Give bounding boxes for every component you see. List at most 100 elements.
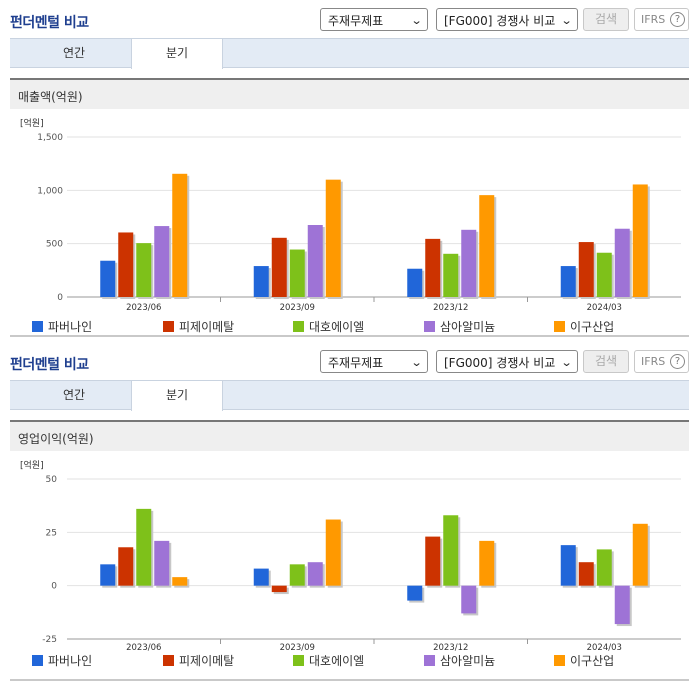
y-tick-label: 1,500 bbox=[37, 133, 63, 143]
panel-header: 펀더멘털 비교 주재무제표 ⌄ [FG000] 경쟁사 비교 ⌄ 검색 IFRS… bbox=[0, 0, 696, 38]
y-unit-label: [억원] bbox=[20, 459, 44, 471]
bar bbox=[325, 519, 341, 586]
x-tick-label: 2023/12 bbox=[433, 303, 468, 313]
legend-swatch bbox=[554, 321, 565, 332]
statement-select-value: 주재무제표 bbox=[328, 356, 384, 370]
x-tick-label: 2023/06 bbox=[126, 303, 161, 313]
bar bbox=[560, 266, 576, 297]
bar bbox=[425, 238, 441, 297]
help-icon: ? bbox=[670, 12, 685, 27]
bar bbox=[578, 562, 594, 586]
bar bbox=[632, 184, 648, 297]
revenue-bar-chart: [억원] 0 500 1,000 1,500 2023/06 2023/09 2023/12 2… bbox=[20, 117, 681, 334]
legend-swatch bbox=[32, 321, 43, 332]
x-tick-label: 2024/03 bbox=[587, 643, 622, 653]
legend-label: 파버나인 bbox=[48, 654, 92, 668]
chevron-down-icon: ⌄ bbox=[410, 356, 423, 369]
bar bbox=[596, 252, 612, 297]
period-tab-bar: 연간 분기 bbox=[10, 380, 689, 411]
ifrs-label: IFRS bbox=[641, 13, 666, 26]
legend-label: 이구산업 bbox=[570, 654, 614, 668]
legend-swatch bbox=[32, 655, 43, 666]
x-tick-label: 2023/09 bbox=[280, 303, 315, 313]
panel-header: 펀더멘털 비교 주재무제표 ⌄ [FG000] 경쟁사 비교 ⌄ 검색 IFRS… bbox=[0, 342, 696, 380]
period-tab-bar: 연간 분기 bbox=[10, 38, 689, 69]
bar bbox=[172, 577, 188, 586]
bar bbox=[461, 585, 477, 614]
bar bbox=[443, 515, 459, 586]
bar bbox=[479, 540, 495, 586]
bar bbox=[172, 173, 188, 297]
bar bbox=[425, 536, 441, 586]
bar bbox=[100, 260, 116, 297]
ifrs-help-button[interactable]: IFRS ? bbox=[634, 8, 689, 31]
divider bbox=[10, 679, 689, 681]
statement-select[interactable]: 주재무제표 ⌄ bbox=[320, 8, 428, 31]
bar bbox=[461, 229, 477, 297]
tab-annual[interactable]: 연간 bbox=[62, 46, 86, 60]
tab-quarterly[interactable]: 분기 bbox=[131, 381, 223, 411]
bar bbox=[407, 268, 423, 297]
legend-swatch bbox=[293, 655, 304, 666]
legend-swatch bbox=[424, 655, 435, 666]
x-tick-label: 2024/03 bbox=[587, 303, 622, 313]
bar bbox=[289, 564, 305, 586]
statement-select[interactable]: 주재무제표 ⌄ bbox=[320, 350, 428, 373]
legend-swatch bbox=[424, 321, 435, 332]
bar bbox=[407, 585, 423, 601]
y-tick-label: -25 bbox=[42, 635, 57, 645]
chevron-down-icon: ⌄ bbox=[560, 356, 573, 369]
x-tick-label: 2023/09 bbox=[280, 643, 315, 653]
peer-compare-select-value: [FG000] 경쟁사 비교 bbox=[444, 14, 556, 28]
bar bbox=[136, 243, 152, 297]
divider bbox=[10, 335, 689, 337]
search-button[interactable]: 검색 bbox=[583, 350, 629, 373]
bar bbox=[578, 242, 594, 297]
legend-label: 대호에이엘 bbox=[309, 320, 364, 334]
ifrs-help-button[interactable]: IFRS ? bbox=[634, 350, 689, 373]
bar bbox=[307, 225, 323, 297]
legend-label: 피제이메탈 bbox=[179, 654, 234, 668]
help-icon: ? bbox=[670, 354, 685, 369]
operating-income-bar-chart: [억원] -25 0 25 50 2023/06 2023/09 2023/12 2024/03… bbox=[20, 459, 681, 668]
bar bbox=[253, 568, 269, 586]
bar bbox=[271, 585, 287, 593]
bar bbox=[325, 179, 341, 297]
peer-compare-select-value: [FG000] 경쟁사 비교 bbox=[444, 356, 556, 370]
tab-quarterly[interactable]: 분기 bbox=[131, 39, 223, 69]
bar bbox=[307, 562, 323, 586]
y-tick-label: 0 bbox=[57, 293, 63, 303]
legend-label: 삼아알미늄 bbox=[440, 320, 495, 334]
peer-compare-select[interactable]: [FG000] 경쟁사 비교 ⌄ bbox=[436, 8, 578, 31]
bar bbox=[560, 545, 576, 586]
peer-compare-select[interactable]: [FG000] 경쟁사 비교 ⌄ bbox=[436, 350, 578, 373]
legend-label: 이구산업 bbox=[570, 320, 614, 334]
x-tick-label: 2023/06 bbox=[126, 643, 161, 653]
legend-swatch bbox=[163, 321, 174, 332]
bar bbox=[271, 237, 287, 297]
bar bbox=[100, 564, 116, 586]
legend-swatch bbox=[293, 321, 304, 332]
section-title: 매출액(억원) bbox=[10, 78, 689, 109]
chevron-down-icon: ⌄ bbox=[560, 14, 573, 27]
chevron-down-icon: ⌄ bbox=[410, 14, 423, 27]
legend-label: 삼아알미늄 bbox=[440, 654, 495, 668]
tab-annual[interactable]: 연간 bbox=[62, 388, 86, 402]
y-tick-label: 1,000 bbox=[37, 186, 63, 196]
panel-title: 펀더멘털 비교 bbox=[10, 15, 89, 31]
bar bbox=[118, 547, 134, 586]
x-tick-label: 2023/12 bbox=[433, 643, 468, 653]
bar bbox=[614, 228, 630, 297]
bar bbox=[253, 266, 269, 297]
bar bbox=[614, 585, 630, 625]
bar bbox=[154, 226, 170, 297]
bar bbox=[136, 508, 152, 586]
bar bbox=[632, 523, 648, 586]
y-unit-label: [억원] bbox=[20, 117, 44, 129]
legend-label: 파버나인 bbox=[48, 320, 92, 334]
bar bbox=[479, 195, 495, 297]
y-tick-label: 0 bbox=[51, 582, 57, 592]
search-button[interactable]: 검색 bbox=[583, 8, 629, 31]
legend-swatch bbox=[554, 655, 565, 666]
section-title: 영업이익(억원) bbox=[10, 420, 689, 451]
